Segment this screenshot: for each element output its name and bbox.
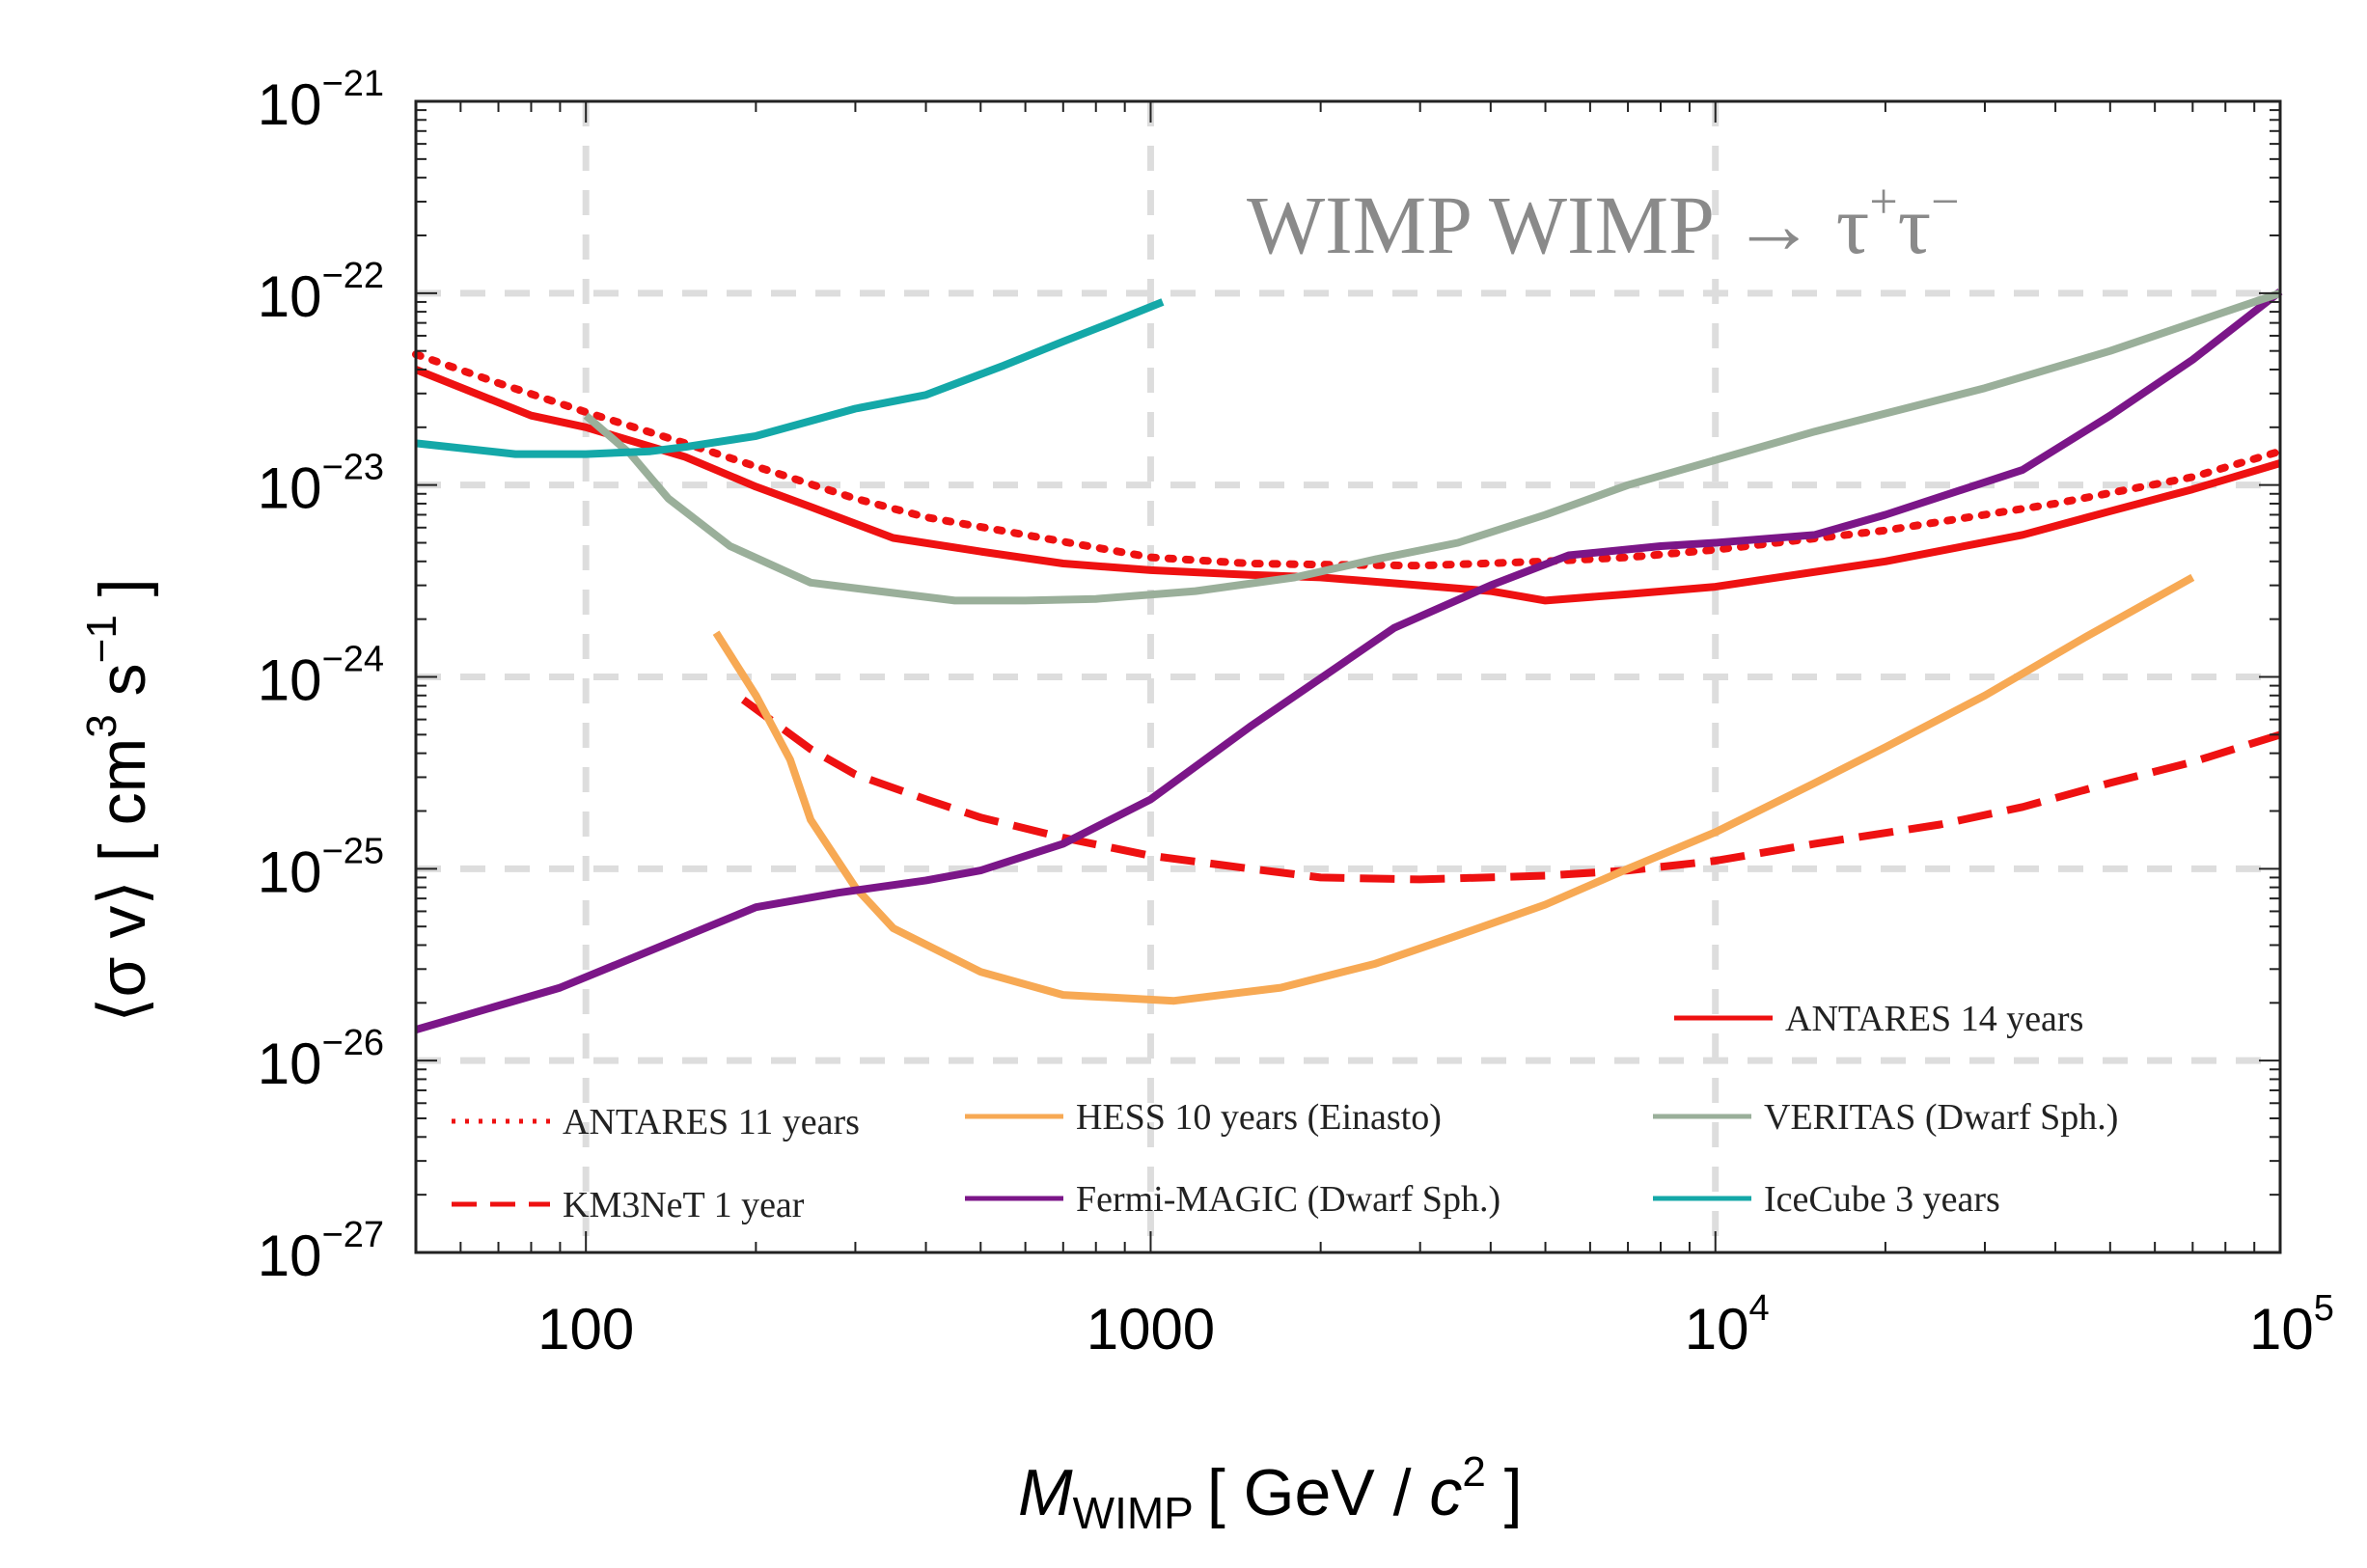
annotation-sup: + — [1869, 175, 1897, 230]
y-tick-label: 10−24 — [258, 640, 384, 713]
y-tick-label: 10−27 — [258, 1215, 384, 1288]
series-line-hess-10-years-einasto — [712, 573, 2195, 1005]
x-tick-label: 100 — [537, 1297, 634, 1362]
x-tick-label-base: 100 — [537, 1297, 634, 1362]
y-tick-label-base: 10 — [258, 456, 322, 521]
x-tick-label: 1000 — [1087, 1297, 1215, 1362]
y-tick-label-base: 10 — [258, 72, 322, 137]
grid — [416, 101, 2280, 1252]
x-tick-label-exp: 4 — [1749, 1288, 1770, 1329]
y-tick-label-exp: −23 — [322, 448, 384, 488]
y-tick-label: 10−26 — [258, 1023, 384, 1096]
y-tick-label-exp: −26 — [322, 1023, 384, 1063]
x-tick-label-base: 1000 — [1087, 1297, 1215, 1362]
series-line-fermi-magic-dwarf-sph — [414, 288, 2283, 1033]
y-tick-label-exp: −24 — [322, 640, 384, 680]
annotation-sup: − — [1931, 175, 1959, 230]
y-axis-title-exp2: −1 — [78, 615, 125, 663]
y-tick-label: 10−22 — [258, 256, 384, 329]
legend-label: VERITAS (Dwarf Sph.) — [1764, 1097, 2118, 1138]
legend-label: ANTARES 14 years — [1785, 999, 2083, 1039]
legend-label: ANTARES 11 years — [563, 1102, 860, 1142]
series-group — [412, 288, 2284, 1033]
legend-label: HESS 10 years (Einasto) — [1076, 1097, 1442, 1138]
y-tick-label-base: 10 — [258, 648, 322, 713]
y-tick-label-base: 10 — [258, 264, 322, 329]
x-tick-label-base: 10 — [1685, 1297, 1749, 1362]
annotation-part: WIMP WIMP → τ — [1247, 179, 1869, 271]
legend-label: Fermi-MAGIC (Dwarf Sph.) — [1076, 1179, 1500, 1220]
x-axis-title-unit: [ GeV / — [1207, 1456, 1430, 1529]
x-axis-title-sub: WIMP — [1073, 1488, 1194, 1538]
y-tick-label-base: 10 — [258, 839, 322, 904]
legend-label: KM3NeT 1 year — [563, 1185, 805, 1225]
chart-annotation: WIMP WIMP → τ+τ− — [1247, 175, 1960, 271]
y-tick-label-base: 10 — [258, 1224, 322, 1288]
y-tick-label-exp: −21 — [322, 64, 384, 104]
y-tick-label-base: 10 — [258, 1032, 322, 1096]
y-tick-label: 10−23 — [258, 448, 384, 521]
x-tick-label: 105 — [2249, 1288, 2334, 1362]
legend: ANTARES 14 years ANTARES 11 years HESS 10 … — [452, 999, 2118, 1225]
x-tick-label-base: 10 — [2249, 1297, 2314, 1362]
x-axis-title-main: M — [1018, 1456, 1073, 1529]
x-axis-title-close: ] — [1486, 1456, 1523, 1529]
y-axis-title-mid: s — [86, 663, 159, 714]
x-axis-title-c: c — [1429, 1456, 1462, 1529]
y-tick-label: 10−25 — [258, 831, 384, 904]
legend-label: IceCube 3 years — [1764, 1179, 2000, 1220]
y-tick-label-exp: −27 — [322, 1215, 384, 1255]
y-tick-label-exp: −22 — [322, 256, 384, 296]
y-axis-title-exp1: 3 — [78, 714, 125, 737]
x-axis-title-exp: 2 — [1462, 1448, 1485, 1496]
y-axis-title-main: ⟨σ v⟩ [ cm — [86, 738, 159, 1023]
y-tick-label: 10−21 — [258, 64, 384, 137]
y-axis-title-close: ] — [86, 578, 159, 615]
series-line-icecube-3-years — [415, 298, 1165, 458]
series-line-veritas-dwarf-sph — [583, 289, 2282, 605]
x-axis-title: MWIMP [ GeV / c2 ] — [1018, 1448, 1523, 1538]
series-line-km3net-1-year — [740, 696, 2282, 884]
y-axis-title: ⟨σ v⟩ [ cm3 s−1 ] — [78, 578, 159, 1023]
annotation-part: τ — [1898, 179, 1932, 271]
minor-ticks — [415, 101, 2280, 1253]
x-tick-label: 104 — [1685, 1288, 1770, 1362]
y-tick-label-exp: −25 — [322, 831, 384, 871]
x-axis-ticks: 100 1000 104 105 — [537, 1288, 2334, 1362]
x-tick-label-exp: 5 — [2314, 1288, 2334, 1329]
